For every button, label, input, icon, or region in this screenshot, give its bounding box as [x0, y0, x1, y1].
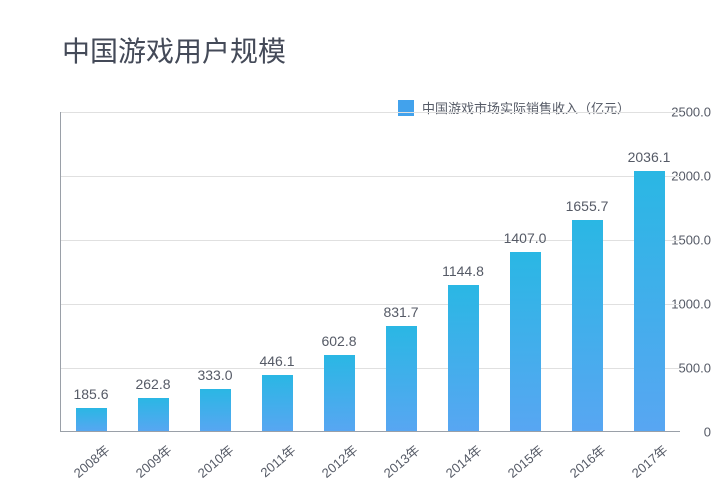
bar: [510, 252, 541, 432]
gridline: [60, 176, 680, 177]
value-label: 1144.8: [442, 263, 484, 279]
value-label: 185.6: [73, 386, 108, 402]
value-label: 602.8: [321, 333, 356, 349]
bar: [262, 375, 293, 432]
value-label: 262.8: [135, 376, 170, 392]
bar: [76, 408, 107, 432]
value-label: 333.0: [197, 367, 232, 383]
x-tick-label: 2009年: [125, 440, 176, 487]
gridline: [60, 112, 680, 113]
y-axis-line: [60, 112, 61, 432]
bar: [138, 398, 169, 432]
value-label: 2036.1: [628, 149, 671, 165]
x-tick-label: 2016年: [559, 440, 610, 487]
x-tick-label: 2015年: [497, 440, 548, 487]
x-tick-label: 2008年: [63, 440, 114, 487]
value-label: 446.1: [259, 353, 294, 369]
x-tick-label: 2014年: [435, 440, 486, 487]
x-tick-label: 2012年: [311, 440, 362, 487]
bar: [572, 220, 603, 432]
x-tick-label: 2013年: [373, 440, 424, 487]
bar: [386, 326, 417, 432]
chart-container: 中国游戏用户规模 中国游戏市场实际销售收入（亿元） 0500.01000.015…: [0, 0, 711, 500]
x-axis-line: [60, 431, 680, 432]
bar: [448, 285, 479, 432]
value-label: 831.7: [383, 304, 418, 320]
value-label: 1655.7: [566, 198, 609, 214]
bar: [324, 355, 355, 432]
bar: [634, 171, 665, 432]
chart-title: 中国游戏用户规模: [62, 30, 286, 70]
x-tick-label: 2017年: [621, 440, 672, 487]
bar: [200, 389, 231, 432]
x-tick-label: 2011年: [249, 440, 300, 487]
value-label: 1407.0: [504, 230, 547, 246]
x-tick-label: 2010年: [187, 440, 238, 487]
